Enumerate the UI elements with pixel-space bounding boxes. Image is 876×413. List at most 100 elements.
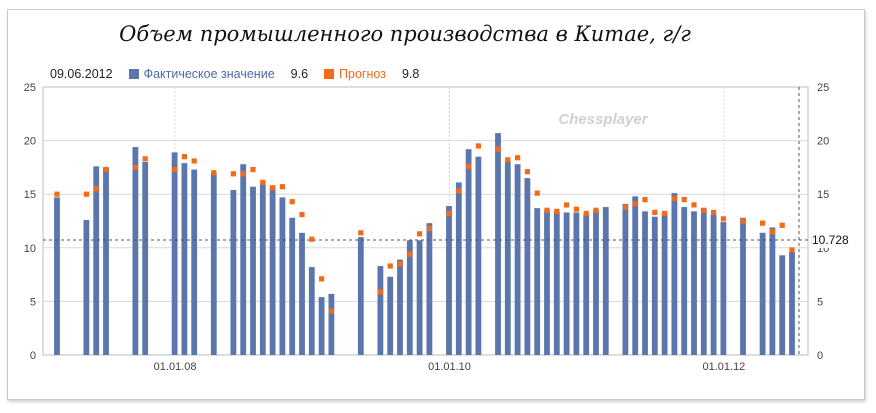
bar-actual: [397, 259, 403, 355]
y-tick-label-left: 0: [30, 350, 36, 362]
marker-forecast: [554, 208, 560, 214]
marker-forecast: [515, 155, 521, 161]
bar-actual: [230, 189, 237, 355]
marker-forecast: [446, 210, 452, 217]
bar-actual: [691, 211, 697, 355]
marker-forecast: [54, 191, 60, 197]
y-tick-label-right: 15: [817, 189, 829, 201]
bar-actual: [622, 203, 629, 355]
marker-forecast: [789, 247, 795, 253]
bar-actual: [779, 255, 786, 355]
bar-actual: [573, 212, 580, 355]
marker-forecast: [93, 186, 99, 192]
bar-actual: [661, 213, 668, 355]
marker-forecast: [534, 190, 540, 196]
bar-actual: [465, 149, 472, 355]
bar-actual: [789, 252, 795, 355]
bar-actual: [740, 217, 746, 355]
marker-forecast: [426, 225, 432, 232]
marker-forecast: [681, 196, 687, 203]
y-tick-label-right: 5: [817, 296, 823, 308]
marker-forecast: [456, 188, 462, 194]
bar-actual: [250, 186, 256, 355]
bar-actual: [504, 160, 511, 355]
marker-forecast: [632, 201, 638, 207]
bar-actual: [563, 212, 570, 355]
bar-actual: [602, 207, 609, 355]
legend-forecast-value: 9.8: [401, 67, 420, 81]
bar-actual: [632, 196, 639, 355]
watermark: Chessplayer: [558, 111, 648, 128]
bar-actual: [83, 219, 90, 355]
marker-forecast: [83, 191, 89, 197]
x-tick-label: 01.01.08: [154, 361, 197, 373]
marker-forecast: [583, 210, 589, 217]
marker-forecast: [691, 202, 697, 208]
bar-actual: [279, 197, 286, 355]
marker-forecast: [711, 209, 717, 216]
x-tick-label: 01.01.12: [702, 361, 745, 373]
marker-forecast: [662, 210, 668, 217]
y-tick-label-right: 0: [817, 350, 823, 362]
bar-actual: [446, 205, 452, 355]
marker-forecast: [289, 199, 295, 205]
bar-actual: [210, 172, 217, 355]
marker-forecast: [622, 204, 628, 210]
bar-actual: [240, 164, 247, 355]
bar-actual: [387, 276, 394, 355]
bar-actual: [181, 163, 188, 355]
bar-actual: [132, 147, 139, 355]
marker-forecast: [279, 184, 285, 190]
marker-forecast: [769, 229, 775, 235]
y-tick-label-left: 25: [24, 82, 36, 94]
marker-forecast: [142, 156, 148, 162]
marker-forecast: [211, 170, 217, 176]
bar-actual: [142, 162, 149, 355]
marker-forecast: [407, 251, 413, 257]
marker-forecast: [573, 206, 579, 212]
marker-forecast: [760, 220, 766, 226]
bar-actual: [357, 237, 364, 355]
marker-forecast: [240, 171, 246, 177]
bar-actual: [514, 164, 521, 355]
marker-forecast: [652, 209, 658, 216]
legend: 09.06.2012 Фактическое значение 9.6 Прог…: [50, 67, 419, 81]
y-tick-label-left: 15: [24, 189, 36, 201]
bar-actual: [426, 223, 433, 355]
marker-forecast: [720, 216, 726, 222]
bar-actual: [289, 217, 296, 355]
bar-actual: [191, 169, 198, 355]
bar-actual: [534, 208, 541, 355]
bar-actual: [171, 152, 178, 355]
bar-actual: [593, 210, 599, 355]
bar-actual: [710, 214, 717, 355]
marker-forecast: [740, 218, 746, 224]
y-tick-label-left: 5: [30, 296, 36, 308]
marker-forecast: [103, 166, 109, 173]
marker-forecast: [377, 289, 383, 295]
marker-forecast: [564, 202, 570, 208]
current-value-label: 10.728: [812, 233, 849, 247]
marker-forecast: [475, 143, 481, 149]
y-tick-label-left: 20: [24, 136, 36, 148]
marker-forecast: [387, 263, 393, 269]
legend-actual-swatch: [128, 69, 139, 79]
bar-actual: [406, 240, 413, 355]
marker-forecast: [191, 158, 197, 164]
bar-actual: [377, 266, 384, 355]
y-tick-label-left: 10: [24, 243, 36, 255]
bar-actual: [651, 216, 658, 355]
marker-forecast: [671, 195, 677, 202]
y-tick-label-right: 20: [817, 136, 829, 148]
x-tick-label: 01.01.10: [428, 361, 471, 373]
bar-actual: [681, 207, 688, 355]
bar-actual: [769, 227, 776, 355]
marker-forecast: [309, 236, 315, 242]
bar-actual: [455, 182, 462, 355]
marker-forecast: [230, 171, 236, 177]
current-value-bg: [810, 231, 862, 248]
bar-actual: [720, 222, 727, 355]
bar-actual: [475, 156, 482, 355]
bar-actual: [671, 193, 678, 355]
marker-forecast: [417, 231, 423, 237]
